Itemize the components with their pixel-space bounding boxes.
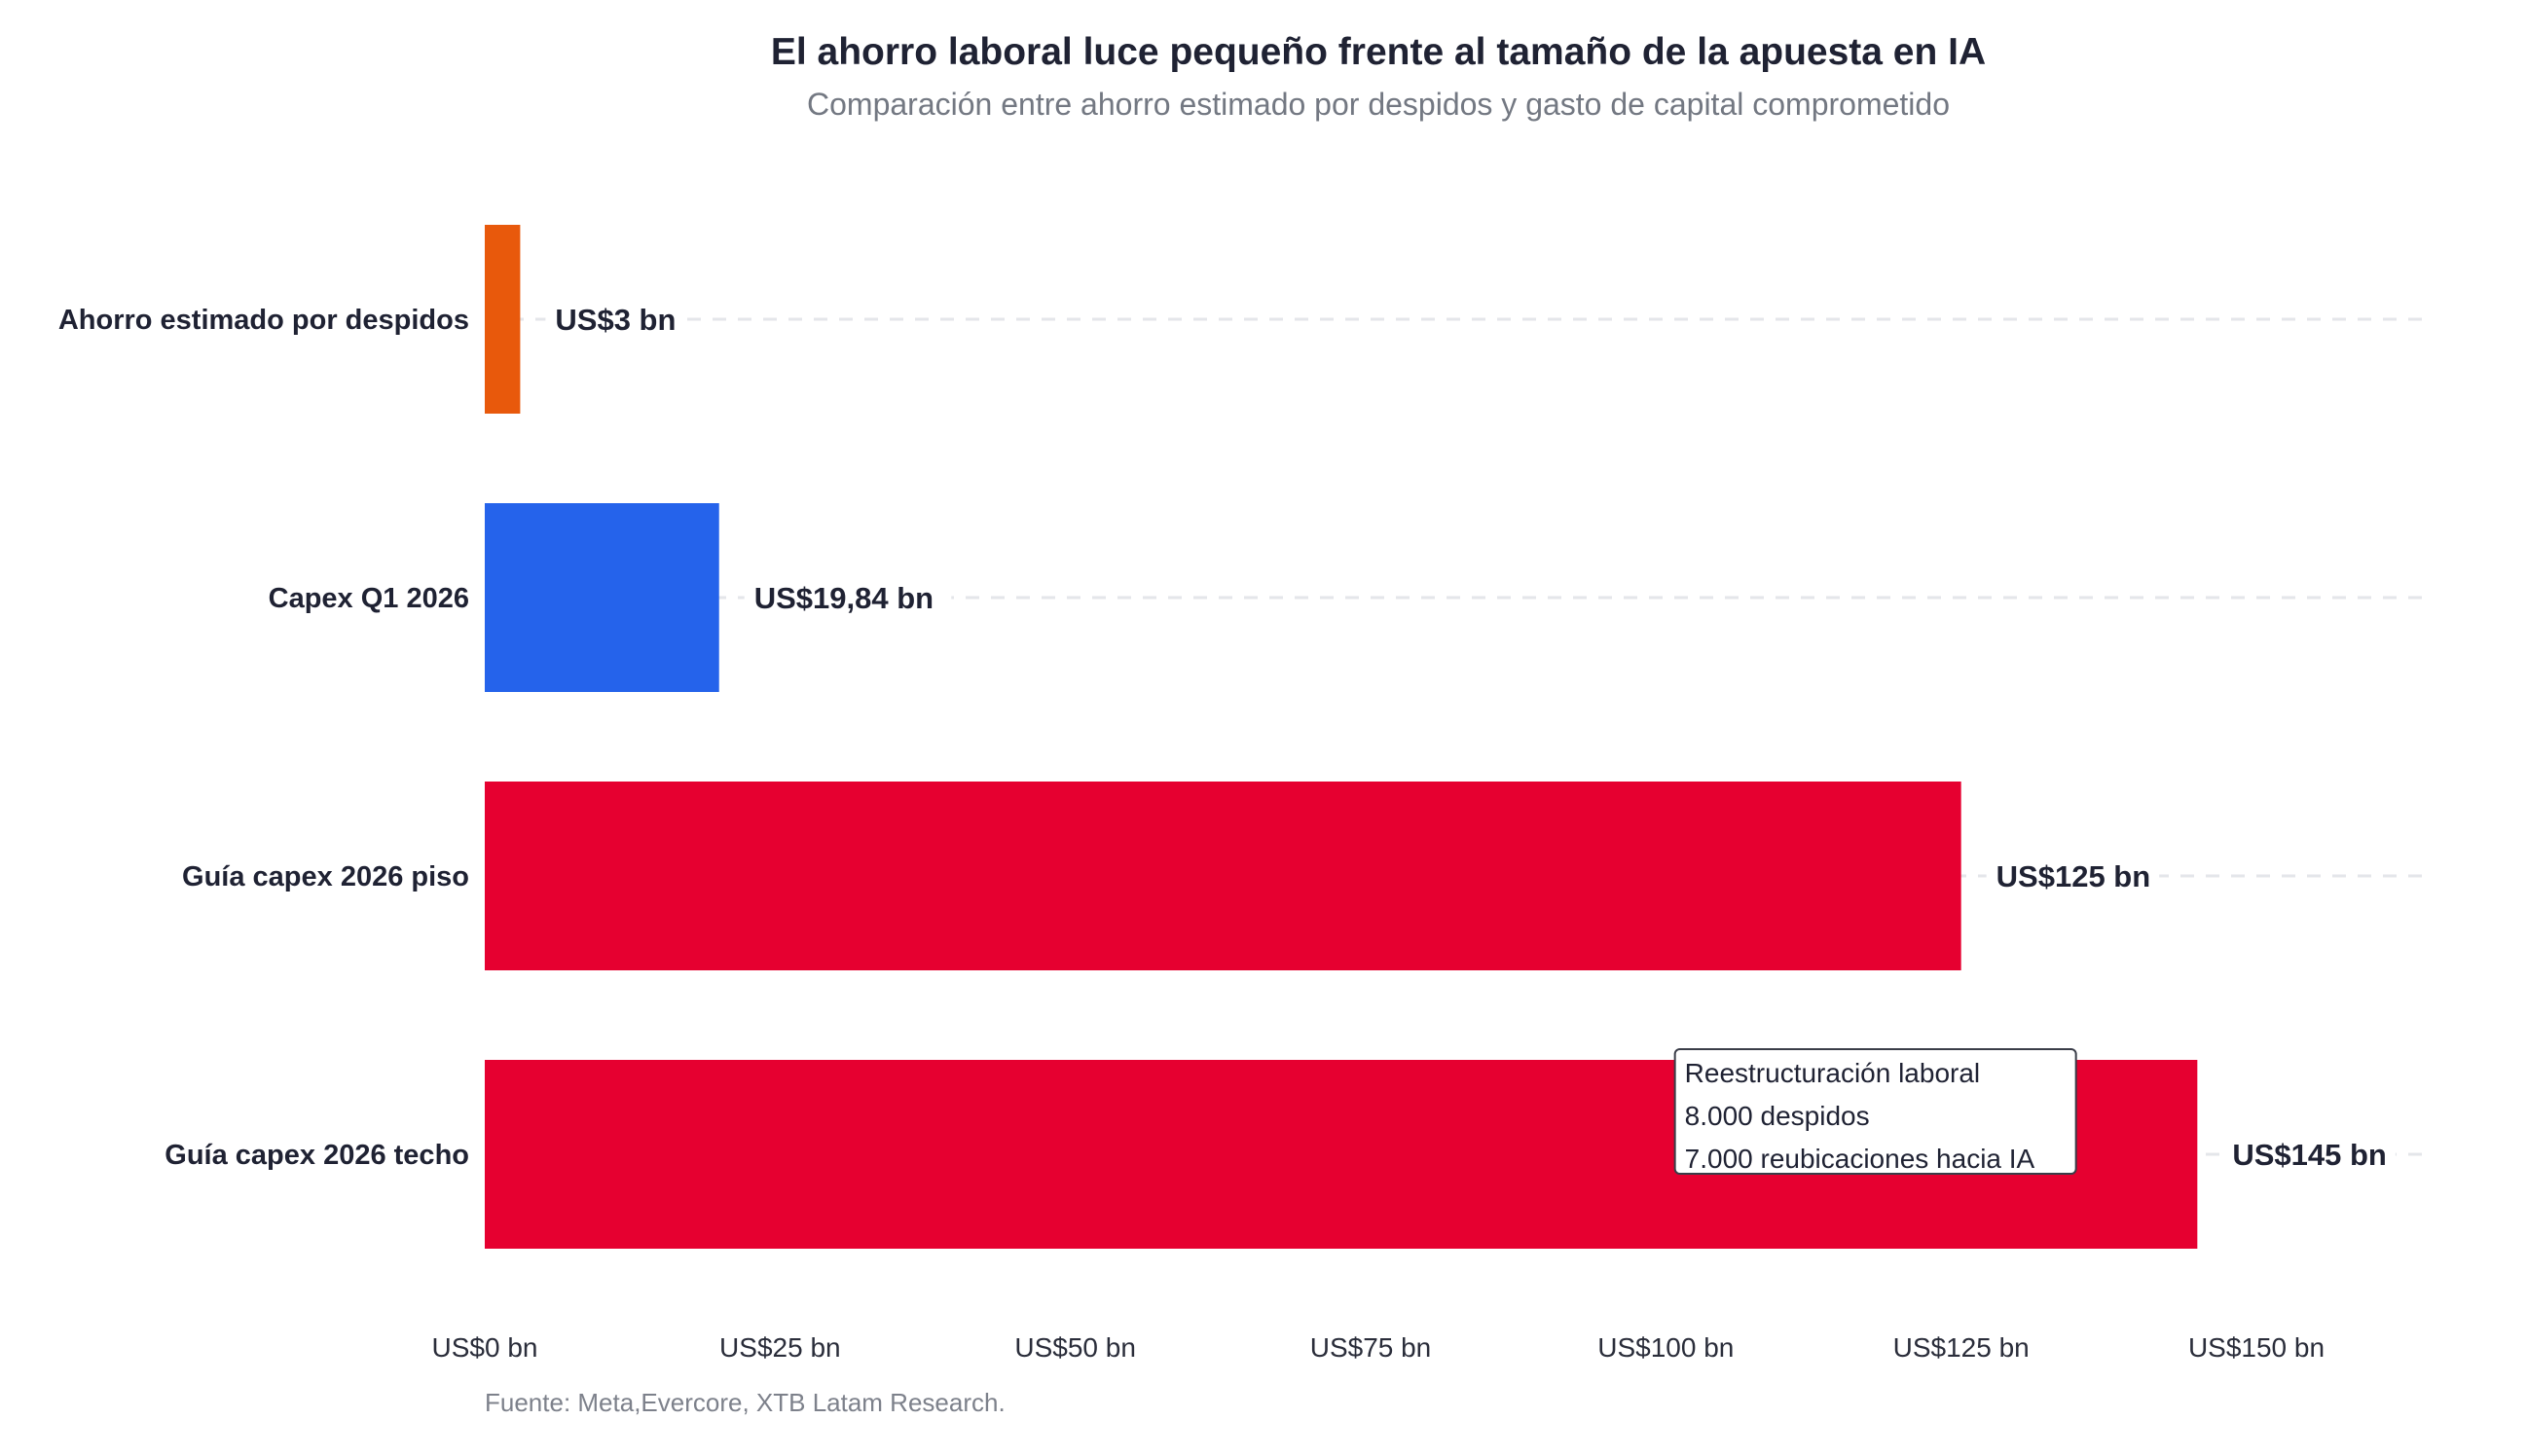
x-tick-label: US$125 bn (1893, 1332, 2030, 1363)
annotation-box: Reestructuración laboral 8.000 despidos 7.… (1673, 1048, 2077, 1175)
x-tick-label: US$25 bn (719, 1332, 841, 1363)
x-tick-label: US$150 bn (2188, 1332, 2325, 1363)
category-labels: Ahorro estimado por despidos Capex Q1 202… (58, 305, 469, 1171)
value-label: US$19,84 bn (754, 581, 934, 615)
value-label: US$3 bn (555, 303, 676, 337)
category-label: Capex Q1 2026 (269, 583, 469, 614)
value-label: US$145 bn (2232, 1138, 2387, 1172)
x-tick-label: US$100 bn (1597, 1332, 1734, 1363)
source-note: Fuente: Meta,Evercore, XTB Latam Researc… (485, 1388, 1006, 1417)
x-tick-label: US$50 bn (1014, 1332, 1136, 1363)
value-label-background (1986, 855, 2160, 897)
x-tick-label: US$75 bn (1310, 1332, 1432, 1363)
value-label: US$125 bn (1996, 859, 2151, 893)
x-tick-label: US$0 bn (432, 1332, 538, 1363)
value-labels: US$3 bn US$19,84 bn US$125 bn US$145 bn (545, 298, 2396, 1176)
category-label: Ahorro estimado por despidos (58, 305, 469, 336)
bars (485, 225, 2198, 1249)
category-label: Guía capex 2026 piso (182, 861, 469, 892)
bar (485, 782, 1961, 970)
chart-subtitle: Comparación entre ahorro estimado por de… (807, 87, 1950, 122)
value-label-background (744, 576, 952, 619)
annotation-line: 8.000 despidos (1685, 1101, 1870, 1131)
annotation-line: Reestructuración laboral (1685, 1058, 1981, 1088)
chart-title: El ahorro laboral luce pequeño frente al… (771, 31, 1986, 73)
category-label: Guía capex 2026 techo (165, 1140, 469, 1171)
bar (485, 225, 521, 414)
bar (485, 503, 719, 692)
annotation-frame (1673, 1048, 2077, 1175)
value-label-background (545, 298, 684, 341)
x-axis-tick-labels: US$0 bn US$25 bn US$50 bn US$75 bn US$100 bn… (432, 1332, 2326, 1363)
value-label-background (2222, 1133, 2396, 1176)
annotation-line: 7.000 reubicaciones hacia IA (1685, 1144, 2035, 1174)
